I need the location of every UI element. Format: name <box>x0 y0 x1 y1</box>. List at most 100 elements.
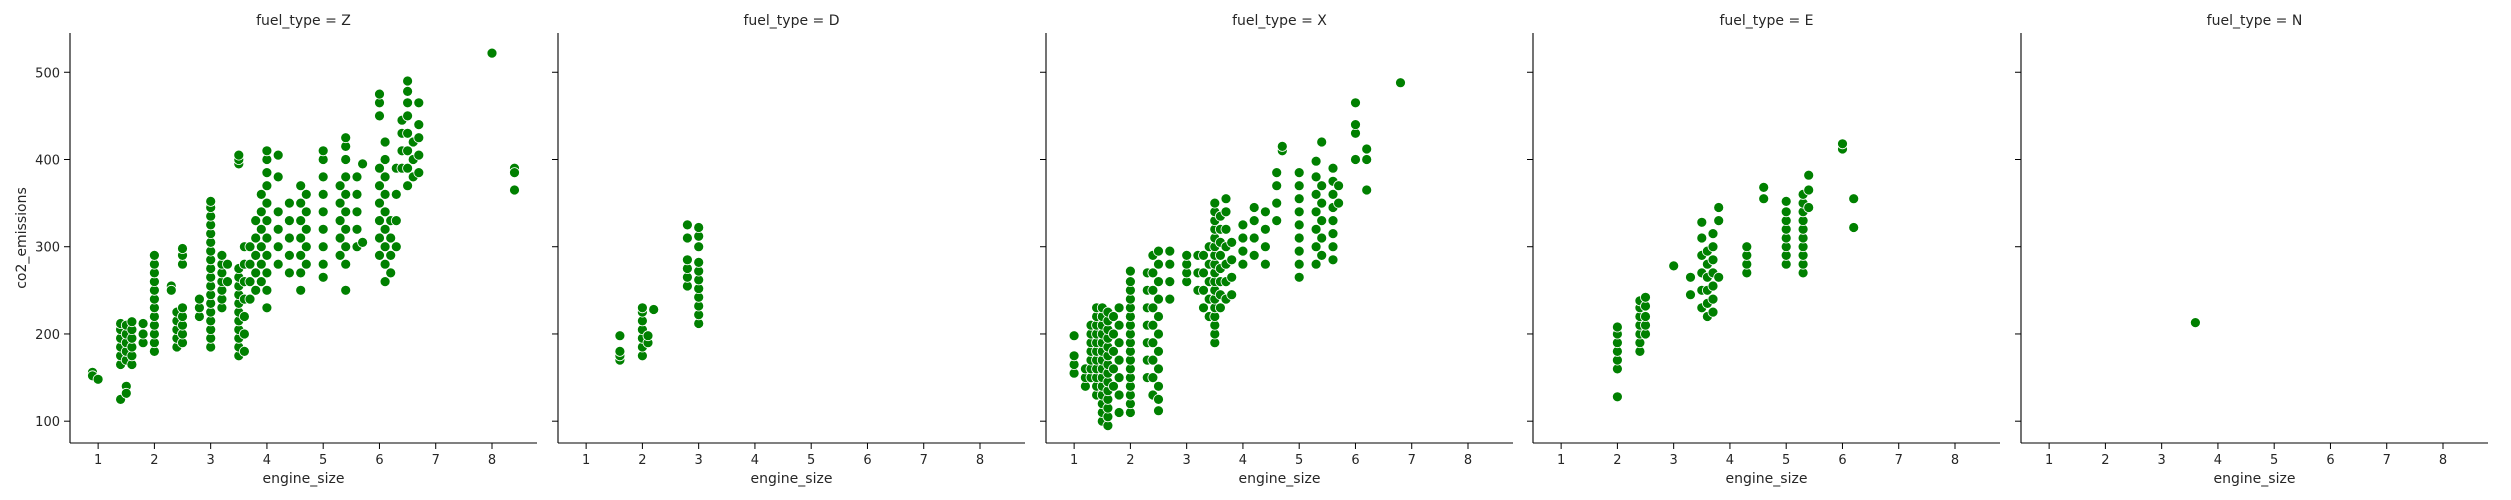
data-point <box>1310 155 1322 167</box>
data-point <box>272 149 284 161</box>
data-point <box>1293 245 1305 257</box>
data-point <box>1108 328 1119 340</box>
data-point <box>317 241 329 253</box>
data-point <box>1758 181 1770 193</box>
data-point <box>1248 215 1260 227</box>
scatter-points <box>614 219 705 366</box>
x-tick-label: 6 <box>2326 453 2334 468</box>
facet-title: fuel_type = Z <box>256 13 351 29</box>
data-point <box>137 318 149 329</box>
data-point <box>295 180 307 192</box>
data-point <box>272 241 284 253</box>
data-point <box>413 119 425 130</box>
data-point <box>1848 222 1860 233</box>
data-point <box>272 258 284 270</box>
x-tick-label: 7 <box>1408 453 1416 468</box>
data-point <box>413 97 425 109</box>
data-point <box>295 267 307 279</box>
data-point <box>374 197 385 209</box>
data-point <box>1220 206 1232 218</box>
data-point <box>1198 267 1209 279</box>
data-point <box>1113 302 1125 314</box>
data-point <box>1316 215 1328 227</box>
data-point <box>1164 293 1176 305</box>
data-point <box>295 232 307 244</box>
data-point <box>1333 197 1344 209</box>
data-point <box>1395 77 1406 89</box>
scatter-points <box>87 47 520 405</box>
data-point <box>379 136 391 148</box>
data-point <box>357 236 369 248</box>
y-tick-label: 300 <box>35 241 60 256</box>
data-point <box>374 232 385 244</box>
x-tick-label: 3 <box>695 453 703 468</box>
data-point <box>261 167 273 179</box>
data-point <box>648 304 660 315</box>
data-point <box>1237 245 1249 257</box>
x-tick-label: 3 <box>1670 453 1678 468</box>
data-point <box>300 258 312 270</box>
data-point <box>255 188 267 200</box>
data-point <box>238 345 250 357</box>
data-point <box>1350 154 1361 165</box>
data-point <box>177 302 188 314</box>
data-point <box>261 267 273 279</box>
data-point <box>340 241 352 253</box>
data-point <box>637 302 648 314</box>
data-point <box>244 293 256 305</box>
data-point <box>340 223 352 235</box>
data-point <box>379 223 391 235</box>
x-axis-label: engine_size <box>2214 471 2296 487</box>
data-point <box>216 249 228 261</box>
data-point <box>1685 289 1696 301</box>
data-point <box>1707 293 1719 305</box>
data-point <box>413 149 425 161</box>
x-tick-label: 6 <box>863 453 871 468</box>
x-axis-label: engine_size <box>1726 471 1808 487</box>
data-point <box>374 162 385 174</box>
data-point <box>334 197 346 209</box>
data-point <box>1248 202 1260 213</box>
x-tick-label: 8 <box>2439 453 2447 468</box>
data-point <box>1848 193 1860 205</box>
data-point <box>1198 284 1209 296</box>
x-tick-label: 8 <box>488 453 496 468</box>
data-point <box>374 88 385 100</box>
data-point <box>1125 276 1136 288</box>
data-point <box>148 249 160 261</box>
data-point <box>1068 330 1080 342</box>
data-point <box>402 110 414 122</box>
data-point <box>1113 337 1125 349</box>
data-point <box>1248 249 1260 261</box>
data-point <box>1316 197 1328 209</box>
data-point <box>379 171 391 183</box>
data-point <box>255 241 267 253</box>
data-point <box>1215 249 1226 261</box>
data-point <box>351 171 363 183</box>
data-point <box>1153 405 1164 417</box>
data-point <box>1333 180 1344 192</box>
data-point <box>2189 317 2201 329</box>
data-point <box>1310 171 1322 183</box>
data-point <box>1713 202 1725 213</box>
x-tick-label: 5 <box>2270 453 2278 468</box>
x-tick-label: 7 <box>2383 453 2391 468</box>
x-tick-label: 5 <box>1295 453 1303 468</box>
data-point <box>1640 311 1651 322</box>
data-point <box>1780 195 1792 207</box>
data-point <box>295 249 307 261</box>
data-point <box>244 241 256 253</box>
data-point <box>1153 276 1164 288</box>
data-point <box>1164 276 1176 288</box>
x-tick-label: 4 <box>751 453 759 468</box>
data-point <box>402 97 414 109</box>
data-point <box>1293 232 1305 244</box>
data-point <box>402 75 414 87</box>
facet-title: fuel_type = N <box>2207 13 2303 29</box>
data-point <box>1276 140 1288 152</box>
data-point <box>1293 258 1305 270</box>
data-point <box>1713 271 1725 283</box>
data-point <box>1198 249 1209 261</box>
